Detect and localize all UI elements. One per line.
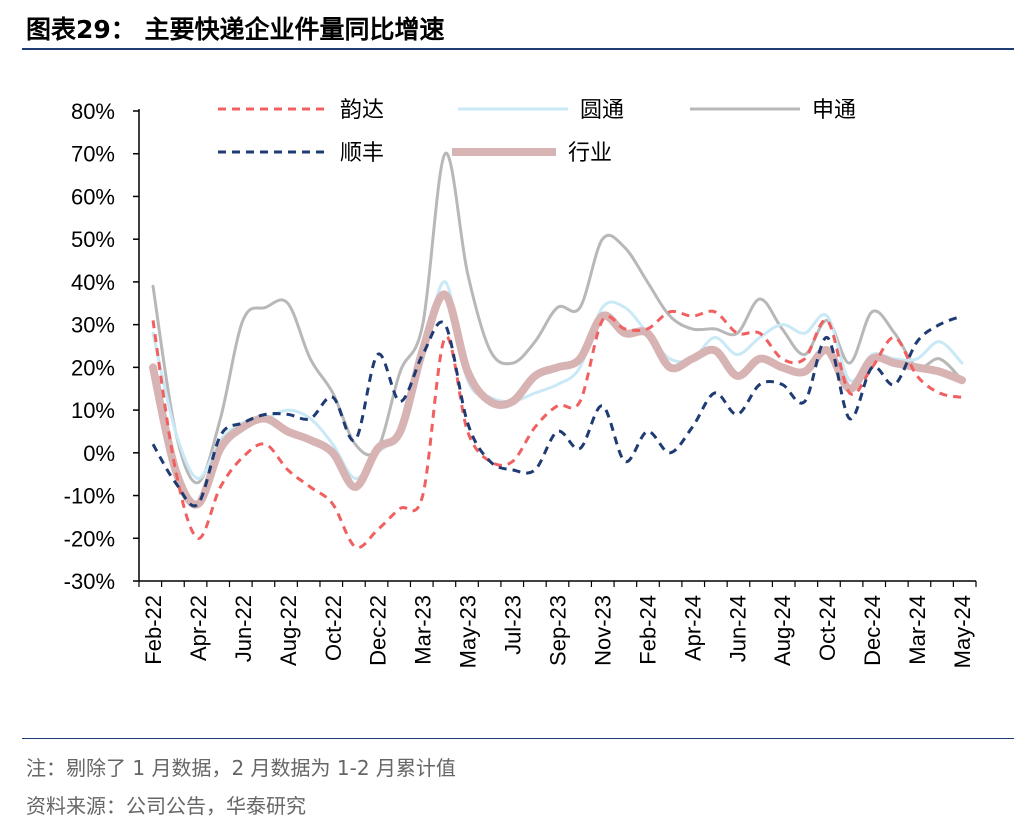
x-tick-label: Apr-22	[186, 595, 211, 661]
x-tick-label: Dec-24	[860, 595, 885, 666]
x-tick-label: May-23	[456, 595, 481, 668]
series-layer	[149, 152, 966, 550]
y-tick-label: -20%	[64, 526, 115, 551]
x-tick-label: Jul-23	[501, 595, 526, 655]
y-tick-label: 60%	[71, 184, 115, 209]
x-tick-label: May-24	[950, 595, 975, 668]
y-tick-label: -10%	[64, 484, 115, 509]
series-line-申通	[151, 152, 964, 485]
x-tick-label: Feb-24	[635, 595, 660, 665]
y-tick-label: 0%	[83, 441, 115, 466]
top-rule	[22, 48, 1014, 50]
chart-source: 资料来源：公司公告，华泰研究	[26, 794, 306, 818]
x-tick-label: Nov-23	[590, 595, 615, 666]
x-tick-label: Oct-22	[321, 595, 346, 661]
legend-label-申通: 申通	[812, 98, 856, 123]
series-line-圆通	[151, 280, 964, 480]
y-tick-label: 30%	[71, 313, 115, 338]
title-text: 主要快递企业件量同比增速	[144, 15, 445, 44]
title-prefix: 图表29：	[26, 15, 136, 44]
y-tick-label: 70%	[71, 142, 115, 167]
x-tick-label: Jun-22	[231, 595, 256, 662]
series-line-行业	[149, 290, 966, 509]
chart-title: 图表29： 主要快递企业件量同比增速	[26, 10, 445, 46]
y-tick-label: 80%	[71, 99, 115, 124]
series-line-顺丰	[151, 314, 963, 508]
legend-label-顺丰: 顺丰	[340, 141, 384, 166]
x-tick-label: Aug-22	[276, 595, 301, 666]
x-tick-label: Jun-24	[725, 595, 750, 662]
x-tick-label: Oct-24	[815, 595, 840, 661]
bottom-rule	[22, 738, 1014, 739]
y-tick-label: 20%	[71, 355, 115, 380]
x-tick-label: Apr-24	[680, 595, 705, 661]
y-tick-label: 10%	[71, 398, 115, 423]
x-tick-label: Feb-22	[141, 595, 166, 665]
x-tick-label: Sep-23	[546, 595, 571, 666]
y-tick-label: 40%	[71, 270, 115, 295]
series-line-韵达	[151, 309, 963, 550]
chart-note: 注：剔除了 1 月数据，2 月数据为 1-2 月累计值	[26, 756, 456, 780]
x-tick-label: Mar-24	[905, 595, 930, 665]
line-chart: -30% -20% -10% 0% 10% 20% 30% 40% 50% 60% 70% 80% Fe…	[64, 98, 977, 668]
x-tick-label: Dec-22	[366, 595, 391, 666]
legend-label-韵达: 韵达	[340, 98, 384, 123]
axes: -30% -20% -10% 0% 10% 20% 30% 40% 50% 60% 70% 80% Fe…	[64, 99, 977, 668]
y-tick-label: 50%	[71, 227, 115, 252]
legend-label-行业: 行业	[568, 141, 612, 166]
legend-label-圆通: 圆通	[580, 98, 624, 123]
x-tick-label: Aug-24	[770, 595, 795, 666]
x-tick-label: Mar-23	[411, 595, 436, 665]
y-tick-label: -30%	[64, 569, 115, 594]
